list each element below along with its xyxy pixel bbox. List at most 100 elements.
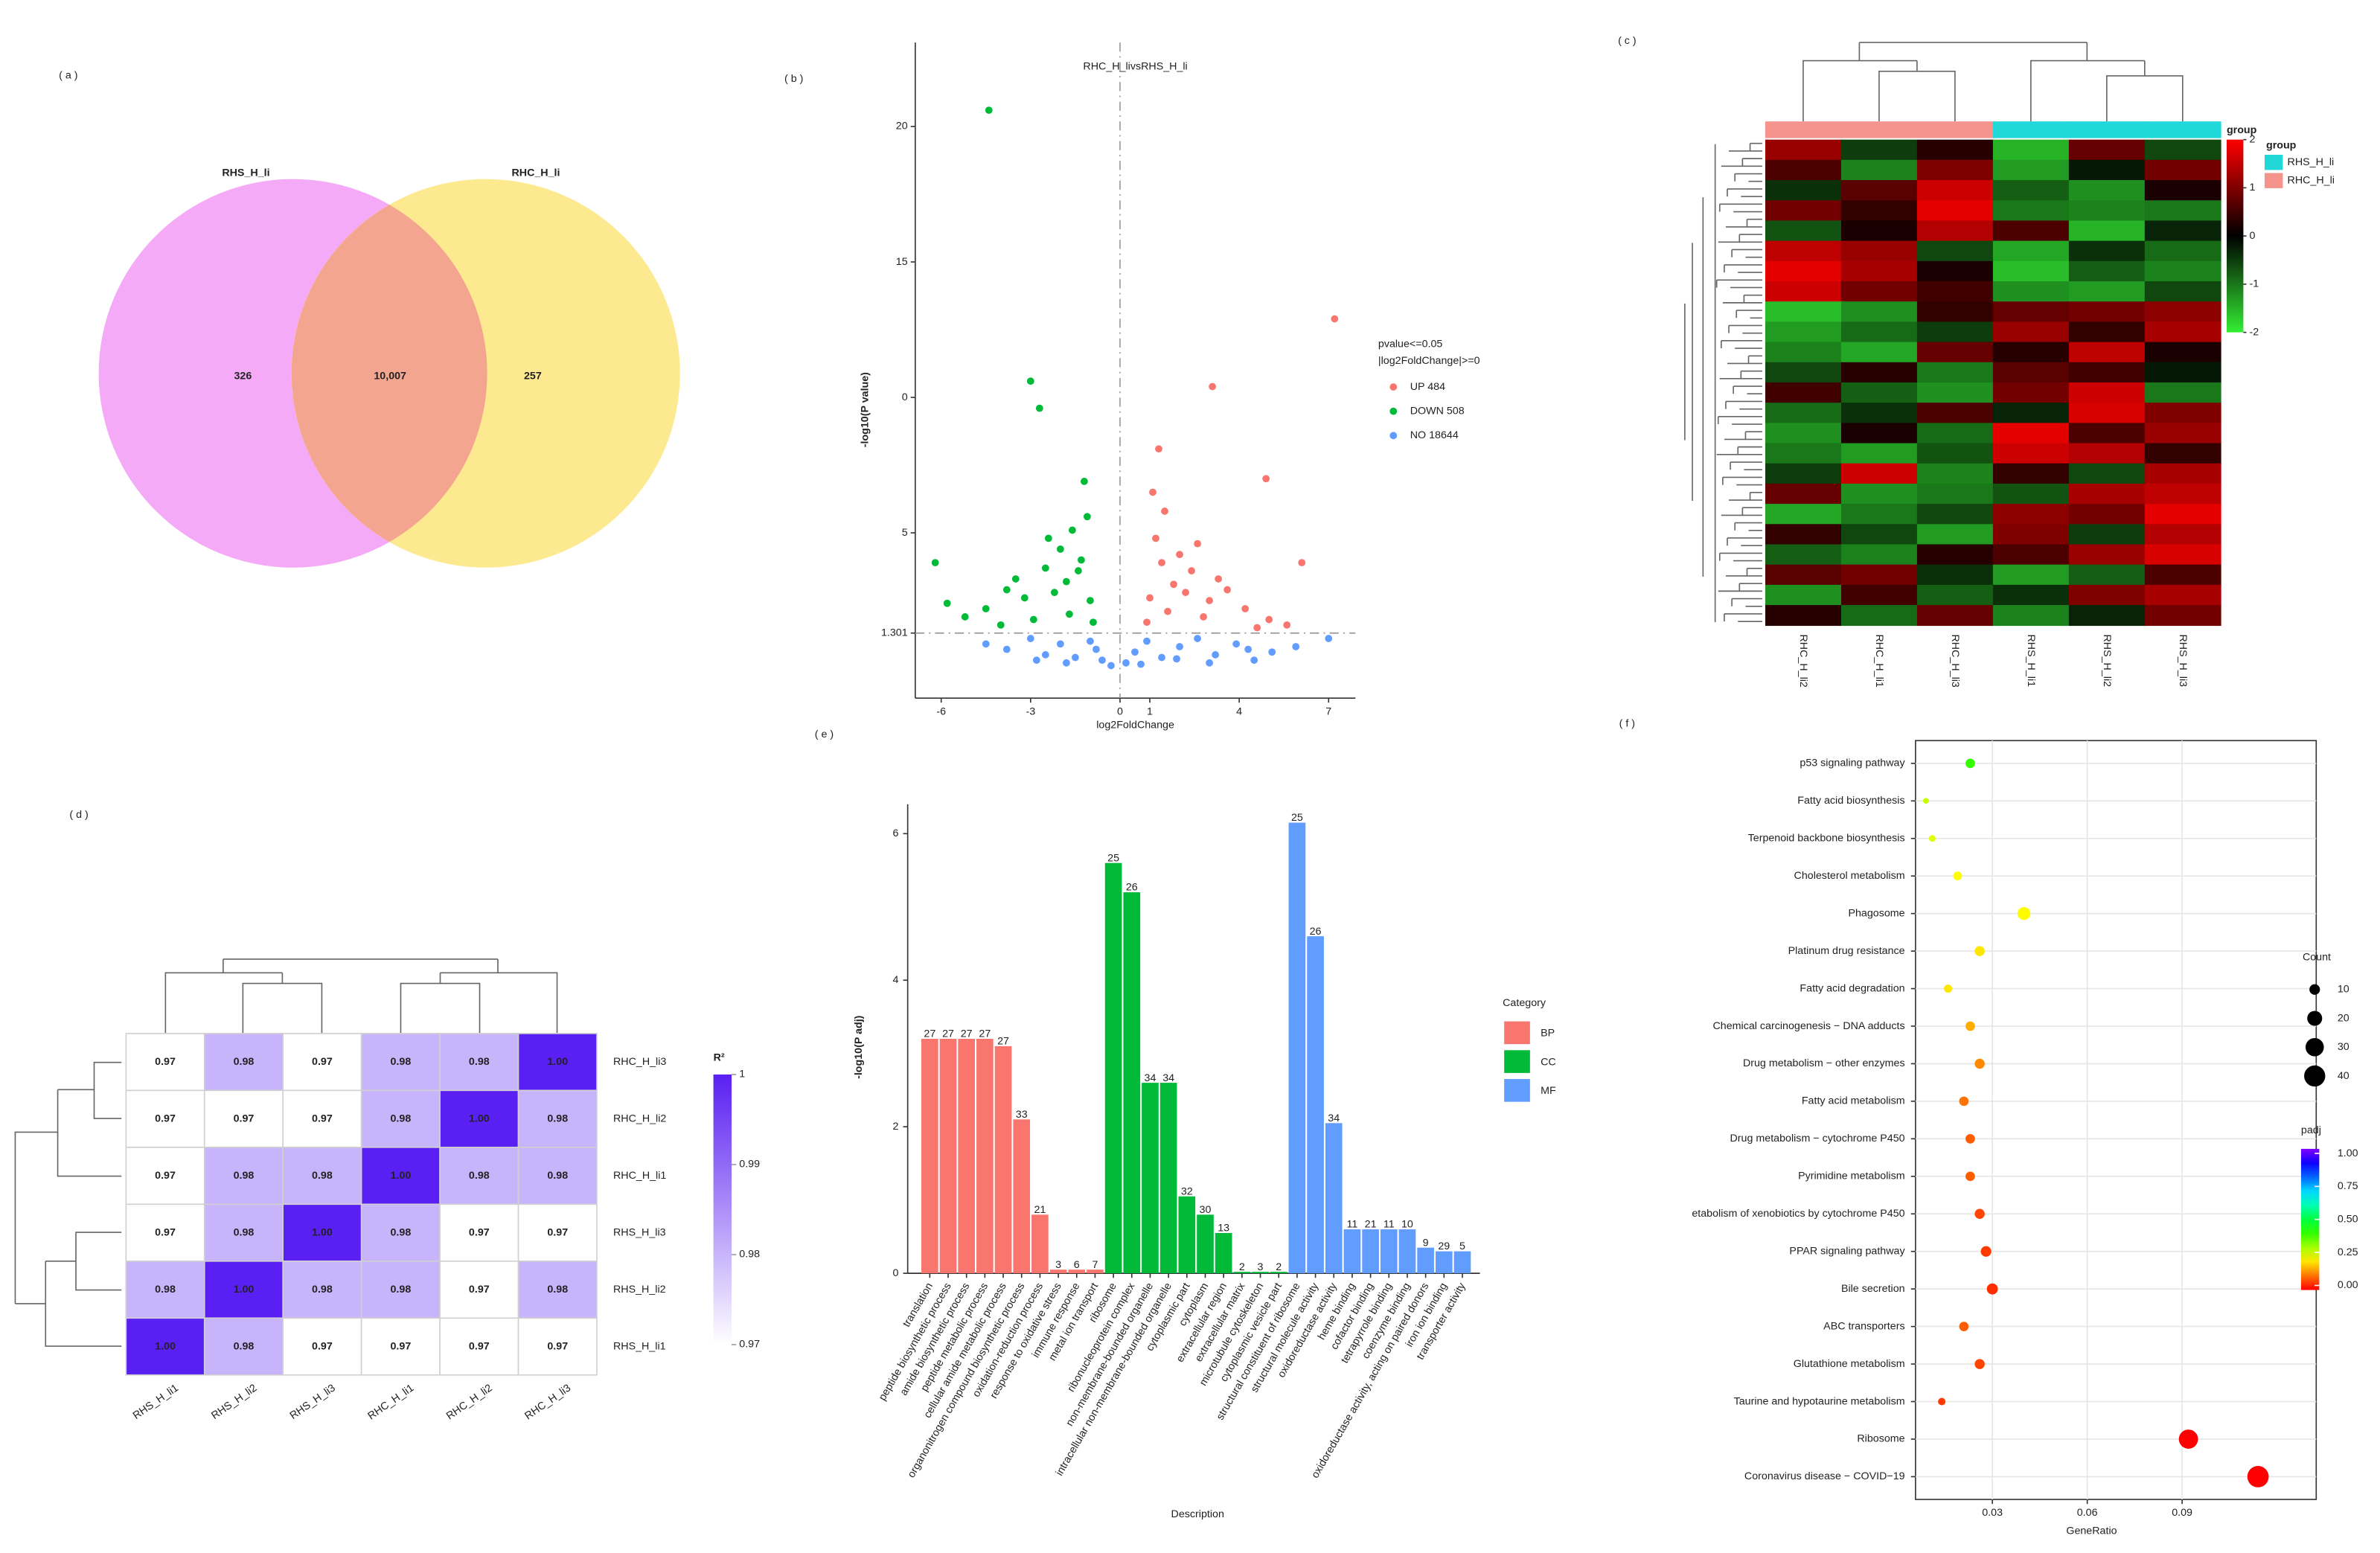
point [1206, 659, 1213, 667]
y-axis-label: -log10(P value) [859, 372, 871, 447]
correlation-cell [282, 1089, 362, 1148]
y-tick-label: 2 [892, 1121, 898, 1133]
heatmap-cell [1840, 443, 1918, 464]
x-tick-label: 1 [1147, 705, 1153, 717]
heatmap-cell [2144, 139, 2221, 161]
point [1262, 475, 1270, 483]
set-label: RHC_H_li [511, 167, 560, 179]
count-label: 6 [1074, 1259, 1080, 1271]
y-tick-label: 5 [902, 527, 908, 539]
point [1026, 635, 1034, 642]
legend-swatch [1504, 1021, 1530, 1045]
point [1041, 564, 1049, 572]
count-label: 27 [924, 1028, 935, 1040]
point [1298, 559, 1306, 567]
cell-label: 0.98 [469, 1056, 490, 1068]
cell-label: 0.98 [312, 1284, 333, 1296]
heatmap-cell [1765, 301, 1842, 323]
legend-label: CC [1541, 1056, 1556, 1068]
legend-swatch [2264, 173, 2283, 188]
point [1182, 589, 1189, 597]
set-label: RHS_H_li [222, 167, 269, 179]
heatmap-cell [1765, 403, 1842, 424]
heatmap-cell [1992, 200, 2070, 222]
heatmap-cell [2068, 200, 2146, 222]
point [1200, 613, 1207, 621]
venn-count: 257 [524, 371, 542, 382]
heatmap-cell [2068, 240, 2146, 262]
point [1232, 640, 1241, 648]
column-label: RHC_H_li1 [1873, 635, 1885, 688]
heatmap-cell [1992, 443, 2070, 464]
heatmap-cell [1765, 159, 1842, 181]
count-label: 25 [1107, 852, 1119, 864]
count-label: 30 [1200, 1204, 1212, 1216]
bar [1087, 1269, 1104, 1274]
heatmap-cell [1840, 200, 1918, 222]
point [1131, 648, 1139, 656]
colorbar-tick-label: 1 [2250, 182, 2256, 193]
y-tick-label: PPAR signaling pathway [1789, 1245, 1905, 1257]
point [1325, 635, 1333, 642]
bar [1398, 1229, 1416, 1274]
point [1020, 594, 1029, 602]
heatmap-cell [1992, 260, 2070, 282]
colorbar-tick-label: -1 [2250, 278, 2259, 290]
cell-label: 0.98 [390, 1112, 411, 1124]
legend-title: R² [714, 1051, 725, 1063]
panel-label: ( f ) [1619, 718, 1635, 730]
colorbar-tick-label: -2 [2250, 326, 2259, 338]
x-tick-label: -6 [936, 705, 946, 717]
heatmap-cell [1916, 321, 1994, 343]
group-bar [1840, 121, 1918, 138]
point [1122, 659, 1130, 667]
legend-label: RHS_H_li [2288, 156, 2335, 168]
bar [1343, 1229, 1361, 1274]
point [1965, 1134, 1975, 1144]
heatmap-cell [1992, 483, 2070, 505]
heatmap-cell [2144, 544, 2221, 566]
bar [1013, 1119, 1031, 1274]
point [1959, 1322, 1969, 1331]
heatmap-cell [2068, 423, 2146, 444]
point [1093, 645, 1100, 653]
point [1928, 835, 1936, 842]
y-tick-label: Platinum drug resistance [1788, 945, 1905, 957]
bar [1159, 1083, 1177, 1274]
heatmap-cell [2068, 483, 2146, 505]
y-tick-label: 15 [896, 256, 908, 268]
row-dendrogram [1684, 142, 1762, 623]
y-tick-label: 0 [902, 391, 908, 403]
correlation-cell [125, 1317, 205, 1376]
heatmap-cell [1916, 584, 1994, 606]
bar [1104, 862, 1122, 1274]
count-label: 27 [997, 1036, 1009, 1048]
heatmap-cell [1916, 504, 1994, 525]
cell-label: 0.97 [547, 1226, 568, 1238]
heatmap-cell [2068, 180, 2146, 202]
heatmap-cell [1840, 423, 1918, 444]
heatmap-cell [1916, 423, 1994, 444]
heatmap-cell [1992, 342, 2070, 363]
heatmap-cell [1840, 544, 1918, 566]
point [1065, 610, 1073, 618]
count-label: 3 [1258, 1261, 1264, 1273]
correlation-cell [439, 1260, 519, 1319]
legend-label: DOWN 508 [1410, 405, 1465, 417]
correlation-cell [517, 1033, 598, 1092]
point [1331, 315, 1339, 323]
bar [1031, 1214, 1049, 1274]
x-axis-label: log2FoldChange [1096, 720, 1174, 731]
colorbar-tick-label: 1.00 [2338, 1147, 2358, 1159]
y-tick-label: Chemical carcinogenesis − DNA adducts [1712, 1020, 1904, 1032]
heatmap-cell [2068, 463, 2146, 484]
point [931, 559, 939, 567]
heatmap-cell [1916, 443, 1994, 464]
count-label: 32 [1181, 1185, 1193, 1197]
cell-label: 1.00 [312, 1226, 333, 1238]
heatmap-cell [2144, 180, 2221, 202]
colorbar-tick-label: 0.75 [2338, 1180, 2358, 1192]
size-legend-marker [2305, 1037, 2324, 1057]
count-label: 34 [1145, 1072, 1157, 1084]
count-label: 34 [1162, 1072, 1174, 1084]
